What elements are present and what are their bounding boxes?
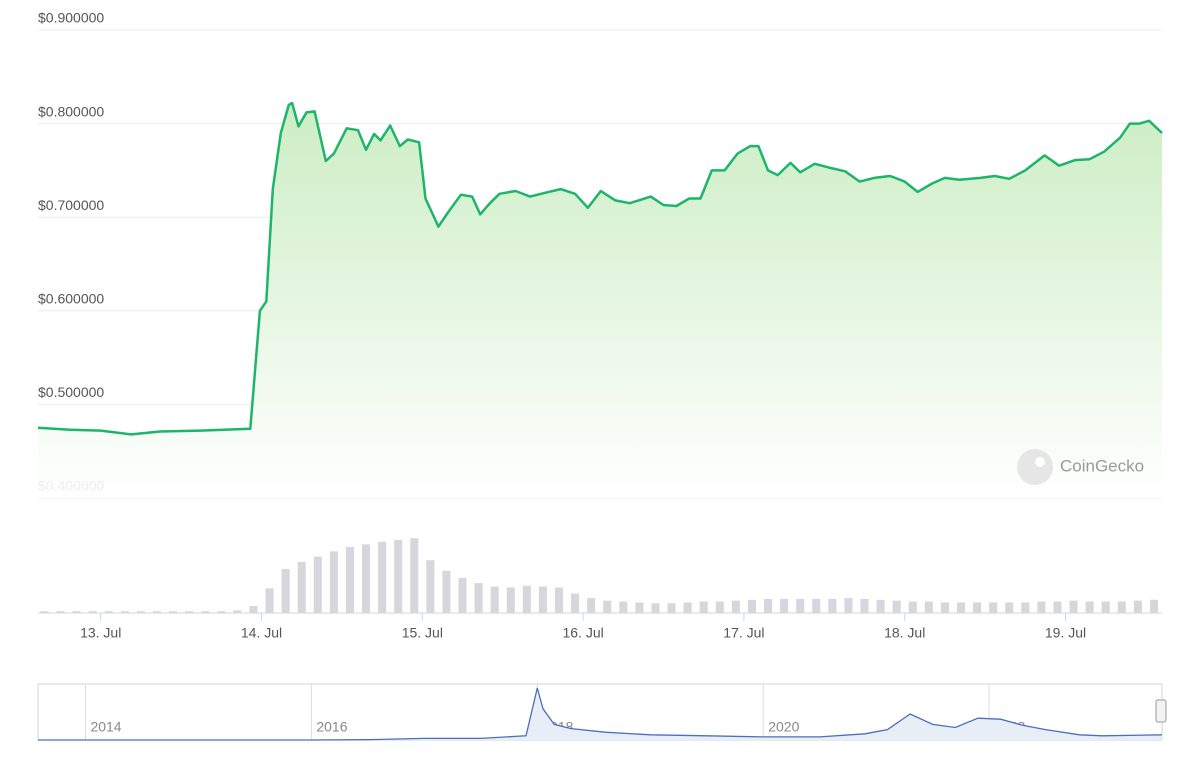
- volume-bar: [796, 598, 805, 613]
- volume-bar: [297, 561, 306, 613]
- y-tick-label: $0.600000: [38, 291, 104, 307]
- volume-bar: [667, 603, 676, 613]
- volume-bar: [522, 585, 531, 613]
- watermark-logo: [1017, 449, 1053, 485]
- navigator-handle[interactable]: [1155, 699, 1167, 723]
- volume-bar: [152, 611, 162, 613]
- volume-bar: [217, 611, 226, 613]
- volume-bar: [1069, 600, 1078, 613]
- volume-bar: [619, 601, 628, 613]
- x-tick-label: 2020: [768, 719, 799, 735]
- volume-bar: [136, 611, 145, 613]
- volume-bar: [345, 547, 354, 613]
- volume-bar: [828, 598, 837, 613]
- volume-bar: [860, 598, 869, 613]
- x-tick-label: 17. Jul: [723, 625, 764, 641]
- volume-bar: [731, 600, 740, 613]
- volume-bar: [603, 600, 612, 613]
- volume-bar: [635, 602, 644, 613]
- volume-bar: [458, 577, 467, 613]
- y-tick-label: $0.700000: [38, 197, 104, 213]
- x-tick-label: 18. Jul: [884, 625, 925, 641]
- price-line: [37, 101, 1163, 436]
- volume-bar: [844, 598, 853, 613]
- volume-bar: [683, 602, 692, 613]
- volume-bar: [1117, 601, 1126, 613]
- volume-bar: [554, 587, 564, 613]
- y-tick-label: $0.500000: [38, 384, 104, 400]
- volume-bar: [1021, 602, 1030, 613]
- navigator-line: [38, 687, 1163, 741]
- volume-bar: [908, 601, 917, 613]
- volume-bar: [1133, 600, 1142, 613]
- volume-bar: [747, 599, 756, 613]
- volume-bar: [1101, 601, 1110, 613]
- volume-bar: [973, 602, 982, 613]
- volume-bar: [378, 541, 387, 613]
- volume-bar: [506, 587, 515, 613]
- volume-bar: [410, 538, 419, 613]
- volume-bar: [1005, 602, 1014, 613]
- volume-bar: [1085, 601, 1094, 613]
- volume-bar: [764, 598, 773, 613]
- y-tick-label: $0.800000: [38, 103, 104, 119]
- x-tick-label: 16. Jul: [562, 625, 603, 641]
- volume-bar: [651, 603, 660, 613]
- volume-bar: [571, 593, 580, 613]
- volume-bar: [201, 611, 210, 613]
- volume-bar: [40, 611, 49, 613]
- x-tick-label: 19. Jul: [1045, 625, 1086, 641]
- volume-bar: [699, 601, 708, 613]
- volume-bar: [892, 600, 901, 613]
- volume-bar: [924, 601, 933, 613]
- x-tick-label: 13. Jul: [80, 625, 121, 641]
- y-tick-label: $0.900000: [38, 10, 104, 26]
- volume-bar: [876, 599, 885, 613]
- navigator-area: [38, 688, 1162, 740]
- volume-bar: [265, 588, 274, 613]
- volume-bar: [394, 539, 403, 613]
- volume-bar: [587, 598, 596, 613]
- volume-bar: [185, 611, 194, 613]
- volume-bar: [956, 602, 966, 613]
- volume-bar: [1037, 601, 1046, 613]
- volume-bar: [56, 611, 65, 613]
- volume-bar: [88, 611, 97, 613]
- x-tick-label: 2016: [316, 719, 347, 735]
- x-tick-label: 15. Jul: [402, 625, 443, 641]
- volume-bar: [940, 602, 949, 613]
- watermark: CoinGecko: [1060, 456, 1144, 475]
- x-tick-label: 2014: [90, 719, 121, 735]
- volume-bar: [362, 544, 371, 613]
- volume-bar: [313, 556, 322, 613]
- volume-bar: [281, 569, 290, 613]
- volume-bar: [812, 598, 821, 613]
- volume-bar: [426, 560, 435, 613]
- volume-bar: [72, 611, 81, 613]
- volume-bar: [780, 598, 789, 613]
- volume-bar: [474, 583, 483, 613]
- volume-bar: [169, 611, 178, 613]
- volume-bar: [329, 551, 338, 613]
- volume-bar: [715, 601, 724, 613]
- volume-bar: [989, 602, 998, 613]
- volume-bar: [233, 610, 242, 613]
- volume-bar: [1053, 601, 1062, 613]
- volume-bar: [120, 611, 129, 613]
- volume-bar: [490, 586, 499, 613]
- volume-bar: [104, 611, 113, 613]
- x-tick-label: 14. Jul: [241, 625, 282, 641]
- volume-bar: [1149, 599, 1158, 613]
- volume-bar: [538, 586, 547, 613]
- volume-bar: [442, 570, 451, 613]
- volume-bar: [249, 605, 258, 613]
- area-fill: [38, 103, 1162, 498]
